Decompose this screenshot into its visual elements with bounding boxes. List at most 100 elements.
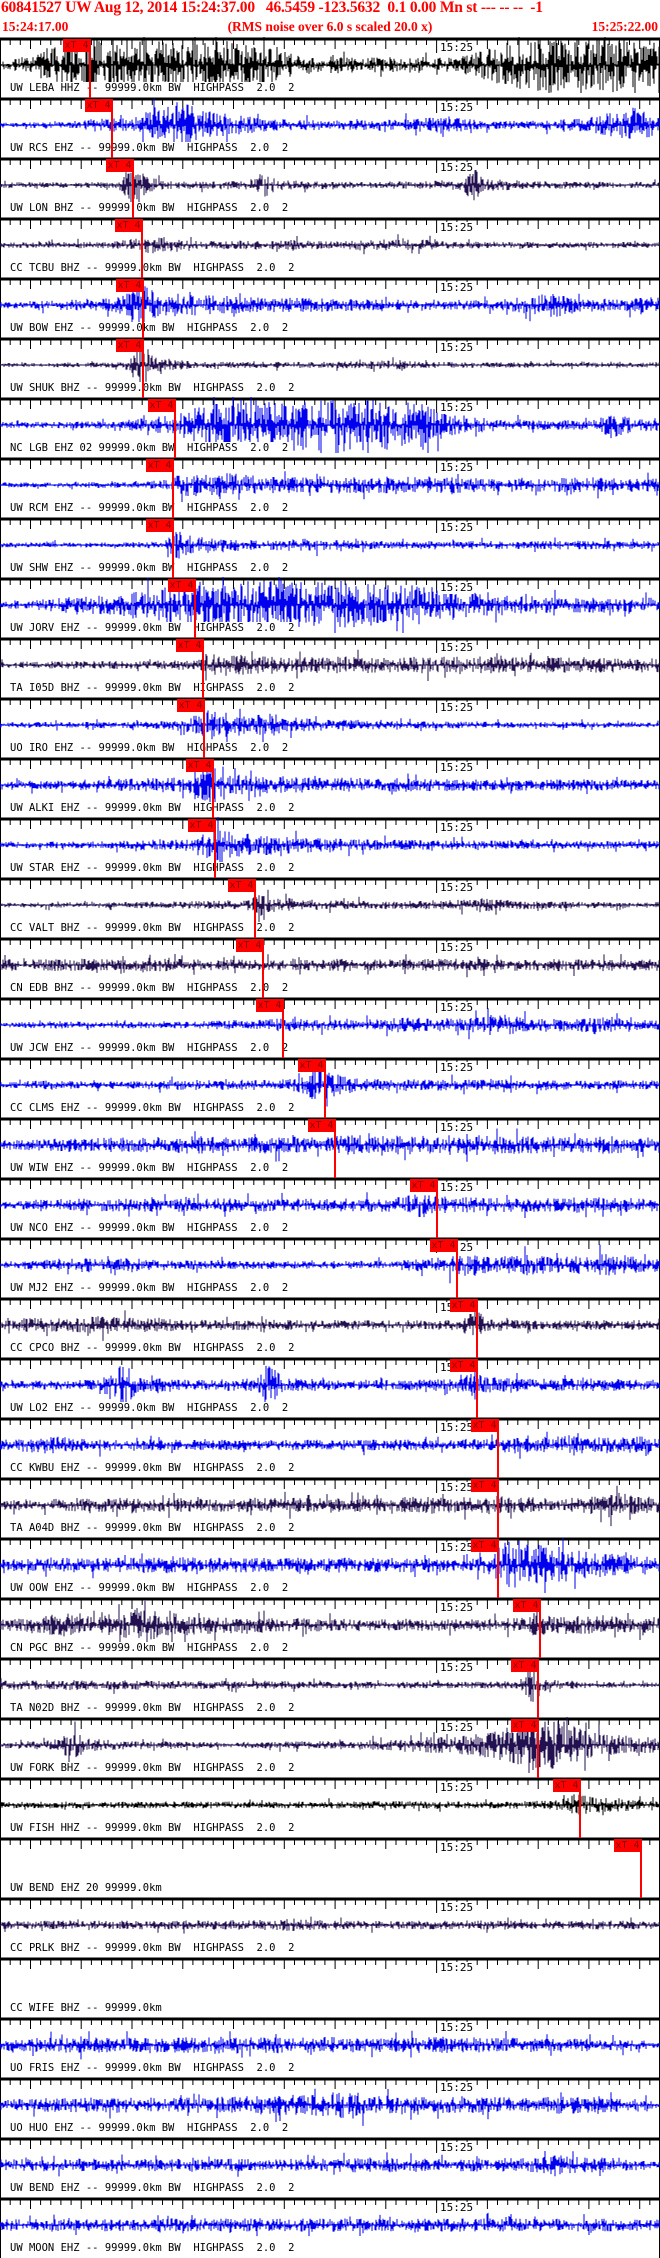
pick-line-IRO[interactable] bbox=[203, 699, 205, 758]
trace-row-I05D[interactable] bbox=[0, 638, 660, 698]
pick-flag-N02D[interactable]: xT 4 bbox=[511, 1659, 538, 1672]
trace-row-TCBU[interactable] bbox=[0, 218, 660, 278]
pick-flag-CPCO[interactable]: xT 4 bbox=[450, 1299, 477, 1312]
trace-row-KWBU[interactable] bbox=[0, 1418, 660, 1478]
pick-flag-LO2[interactable]: xT 4 bbox=[450, 1359, 477, 1372]
trace-row-FISH[interactable] bbox=[0, 1778, 660, 1838]
pick-line-STAR[interactable] bbox=[214, 819, 216, 878]
trace-row-MJ2[interactable] bbox=[0, 1238, 660, 1298]
pick-flag-CLMS[interactable]: xT 4 bbox=[298, 1059, 325, 1072]
pick-line-BEND20[interactable] bbox=[640, 1839, 642, 1898]
pick-flag-PGC[interactable]: xT 4 bbox=[513, 1599, 540, 1612]
pick-flag-I05D[interactable]: xT 4 bbox=[176, 639, 203, 652]
pick-flag-STAR[interactable]: xT 4 bbox=[188, 819, 215, 832]
pick-line-JCW[interactable] bbox=[282, 999, 284, 1058]
trace-row-JORV[interactable] bbox=[0, 578, 660, 638]
pick-line-RCM[interactable] bbox=[172, 459, 174, 518]
pick-line-CLMS[interactable] bbox=[324, 1059, 326, 1118]
pick-line-LO2[interactable] bbox=[476, 1359, 478, 1418]
pick-flag-IRO[interactable]: xT 4 bbox=[177, 699, 204, 712]
pick-line-EDB[interactable] bbox=[262, 939, 264, 998]
pick-line-A04D[interactable] bbox=[497, 1479, 499, 1538]
pick-line-LGB[interactable] bbox=[174, 399, 176, 458]
pick-flag-BOW[interactable]: xT 4 bbox=[116, 279, 143, 292]
trace-row-SHW[interactable] bbox=[0, 518, 660, 578]
pick-flag-OOW[interactable]: xT 4 bbox=[471, 1539, 498, 1552]
pick-line-RCS[interactable] bbox=[111, 99, 113, 158]
pick-line-CPCO[interactable] bbox=[476, 1299, 478, 1358]
trace-row-SHUK[interactable] bbox=[0, 338, 660, 398]
trace-row-RCS[interactable] bbox=[0, 98, 660, 158]
trace-row-LEBA[interactable] bbox=[0, 38, 660, 98]
pick-flag-LEBA[interactable]: xT 4 bbox=[63, 39, 90, 52]
trace-row-BOW[interactable] bbox=[0, 278, 660, 338]
trace-row-WIW[interactable] bbox=[0, 1118, 660, 1178]
pick-line-WIW[interactable] bbox=[334, 1119, 336, 1178]
pick-line-N02D[interactable] bbox=[537, 1659, 539, 1718]
pick-flag-TCBU[interactable]: xT 4 bbox=[115, 219, 142, 232]
trace-row-CLMS[interactable] bbox=[0, 1058, 660, 1118]
trace-row-FORK[interactable] bbox=[0, 1718, 660, 1778]
trace-row-A04D[interactable] bbox=[0, 1478, 660, 1538]
pick-line-NCO[interactable] bbox=[436, 1179, 438, 1238]
trace-row-LGB[interactable] bbox=[0, 398, 660, 458]
pick-flag-BEND20[interactable]: xT 4 bbox=[614, 1839, 641, 1852]
pick-flag-SHW[interactable]: xT 4 bbox=[146, 519, 173, 532]
pick-flag-A04D[interactable]: xT 4 bbox=[471, 1479, 498, 1492]
pick-flag-LGB[interactable]: xT 4 bbox=[148, 399, 175, 412]
trace-row-IRO[interactable] bbox=[0, 698, 660, 758]
pick-flag-KWBU[interactable]: xT 4 bbox=[471, 1419, 498, 1432]
pick-line-SHW[interactable] bbox=[172, 519, 174, 578]
trace-row-PRLK[interactable] bbox=[0, 1898, 660, 1958]
trace-row-BEND20[interactable] bbox=[0, 1838, 660, 1898]
trace-row-LON[interactable] bbox=[0, 158, 660, 218]
pick-line-LEBA[interactable] bbox=[89, 39, 91, 98]
pick-line-OOW[interactable] bbox=[497, 1539, 499, 1598]
trace-row-HUO[interactable] bbox=[0, 2078, 660, 2138]
pick-flag-ALKI[interactable]: xT 4 bbox=[186, 759, 213, 772]
pick-line-SHUK[interactable] bbox=[142, 339, 144, 398]
trace-row-NCO[interactable] bbox=[0, 1178, 660, 1238]
pick-line-FORK[interactable] bbox=[537, 1719, 539, 1778]
trace-row-RCM[interactable] bbox=[0, 458, 660, 518]
trace-row-STAR[interactable] bbox=[0, 818, 660, 878]
trace-row-PGC[interactable] bbox=[0, 1598, 660, 1658]
pick-line-JORV[interactable] bbox=[194, 579, 196, 638]
pick-line-LON[interactable] bbox=[132, 159, 134, 218]
pick-line-TCBU[interactable] bbox=[141, 219, 143, 278]
pick-flag-LON[interactable]: xT 4 bbox=[106, 159, 133, 172]
pick-line-KWBU[interactable] bbox=[497, 1419, 499, 1478]
pick-flag-RCS[interactable]: xT 4 bbox=[85, 99, 112, 112]
pick-line-PGC[interactable] bbox=[539, 1599, 541, 1658]
pick-line-BOW[interactable] bbox=[142, 279, 144, 338]
trace-row-VALT[interactable] bbox=[0, 878, 660, 938]
waveform-trace-HUO bbox=[0, 2088, 660, 2126]
pick-flag-MJ2[interactable]: xT 4 bbox=[430, 1239, 457, 1252]
trace-row-N02D[interactable] bbox=[0, 1658, 660, 1718]
trace-row-MOON[interactable] bbox=[0, 2198, 660, 2258]
pick-line-MJ2[interactable] bbox=[456, 1239, 458, 1298]
pick-line-I05D[interactable] bbox=[202, 639, 204, 698]
pick-flag-FISH[interactable]: xT 4 bbox=[553, 1779, 580, 1792]
pick-flag-FORK[interactable]: xT 4 bbox=[511, 1719, 538, 1732]
trace-row-CPCO[interactable] bbox=[0, 1298, 660, 1358]
trace-row-JCW[interactable] bbox=[0, 998, 660, 1058]
pick-flag-RCM[interactable]: xT 4 bbox=[146, 459, 173, 472]
trace-row-OOW[interactable] bbox=[0, 1538, 660, 1598]
pick-line-VALT[interactable] bbox=[254, 879, 256, 938]
trace-row-ALKI[interactable] bbox=[0, 758, 660, 818]
pick-line-FISH[interactable] bbox=[579, 1779, 581, 1838]
trace-row-EDB[interactable] bbox=[0, 938, 660, 998]
trace-row-WIFE[interactable] bbox=[0, 1958, 660, 2018]
pick-flag-EDB[interactable]: xT 4 bbox=[236, 939, 263, 952]
pick-flag-SHUK[interactable]: xT 4 bbox=[116, 339, 143, 352]
pick-flag-JCW[interactable]: xT 4 bbox=[256, 999, 283, 1012]
pick-flag-NCO[interactable]: xT 4 bbox=[410, 1179, 437, 1192]
pick-line-ALKI[interactable] bbox=[212, 759, 214, 818]
trace-row-BEND[interactable] bbox=[0, 2138, 660, 2198]
pick-flag-WIW[interactable]: xT 4 bbox=[308, 1119, 335, 1132]
pick-flag-VALT[interactable]: xT 4 bbox=[228, 879, 255, 892]
pick-flag-JORV[interactable]: xT 4 bbox=[168, 579, 195, 592]
trace-row-FRIS[interactable] bbox=[0, 2018, 660, 2078]
trace-row-LO2[interactable] bbox=[0, 1358, 660, 1418]
